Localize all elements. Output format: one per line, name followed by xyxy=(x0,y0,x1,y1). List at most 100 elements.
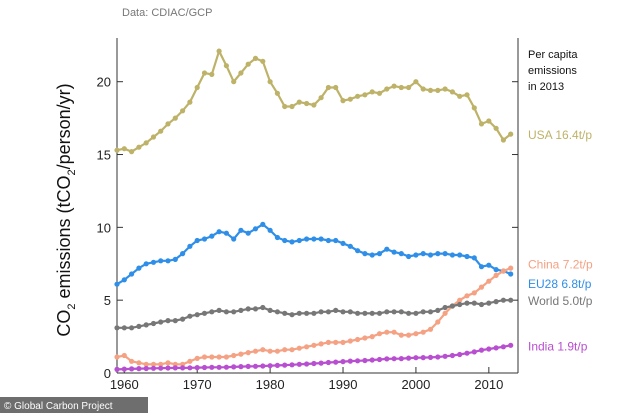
data-point-eu28 xyxy=(158,258,164,264)
data-point-usa xyxy=(435,87,441,93)
data-point-china xyxy=(347,338,353,344)
data-point-world xyxy=(369,310,375,316)
data-point-china xyxy=(282,347,288,353)
chart-axes xyxy=(116,38,519,374)
data-point-world xyxy=(223,309,229,315)
data-point-india xyxy=(442,353,448,359)
data-point-eu28 xyxy=(376,251,383,257)
data-point-india xyxy=(406,355,412,361)
data-point-world xyxy=(355,310,361,316)
data-point-world xyxy=(150,320,157,327)
data-point-world xyxy=(274,309,280,315)
data-point-world xyxy=(296,310,302,316)
data-point-eu28 xyxy=(231,236,237,242)
data-point-india xyxy=(500,344,506,350)
data-point-usa xyxy=(209,71,215,77)
data-point-eu28 xyxy=(435,251,441,257)
data-point-world xyxy=(340,309,346,315)
data-point-india xyxy=(311,360,317,367)
data-point-eu28 xyxy=(333,237,339,244)
x-tick-label: 1990 xyxy=(329,377,358,392)
data-point-china xyxy=(413,331,419,337)
data-point-eu28 xyxy=(304,236,310,242)
data-point-usa xyxy=(376,90,383,96)
x-tick-label: 1980 xyxy=(256,377,285,392)
data-point-india xyxy=(267,363,273,369)
data-point-usa xyxy=(231,79,237,85)
data-point-india xyxy=(333,359,339,365)
data-point-usa xyxy=(478,121,485,127)
data-point-india xyxy=(398,356,404,362)
data-point-eu28 xyxy=(325,237,331,244)
data-point-world xyxy=(165,318,171,324)
data-point-world xyxy=(347,309,353,315)
data-point-usa xyxy=(347,96,353,102)
data-point-india xyxy=(121,366,127,372)
data-point-usa xyxy=(369,89,375,95)
data-point-china xyxy=(194,355,200,361)
data-point-world xyxy=(282,310,288,316)
data-point-china xyxy=(427,326,434,332)
data-point-world xyxy=(406,310,412,316)
data-point-world xyxy=(333,307,339,313)
data-point-usa xyxy=(129,149,135,155)
data-point-china xyxy=(187,358,193,364)
data-point-world xyxy=(471,300,477,306)
data-point-usa xyxy=(187,99,193,105)
y-tick-label: 20 xyxy=(97,75,111,90)
data-point-eu28 xyxy=(508,271,514,277)
data-point-world xyxy=(289,312,295,318)
data-point-eu28 xyxy=(493,267,499,273)
data-point-india xyxy=(376,356,383,363)
data-point-india xyxy=(209,364,215,370)
data-point-world xyxy=(311,310,317,316)
data-point-world xyxy=(318,309,324,315)
data-point-usa xyxy=(384,86,390,92)
data-point-usa xyxy=(449,89,455,95)
data-point-world xyxy=(325,309,331,315)
data-point-eu28 xyxy=(129,271,135,277)
data-point-india xyxy=(114,366,120,372)
data-point-usa xyxy=(340,98,346,104)
annotation-line-2: emissions xyxy=(528,65,577,77)
data-point-world xyxy=(493,299,499,305)
data-point-usa xyxy=(296,99,302,105)
data-point-usa xyxy=(121,146,127,152)
data-point-world xyxy=(143,322,149,328)
data-point-india xyxy=(478,347,485,353)
data-point-world xyxy=(478,301,485,308)
data-point-eu28 xyxy=(187,243,193,249)
data-point-india xyxy=(362,357,368,364)
data-point-china xyxy=(457,297,463,303)
data-point-world xyxy=(376,310,383,316)
data-point-eu28 xyxy=(209,233,215,239)
data-point-china xyxy=(245,350,251,356)
data-point-india xyxy=(282,362,288,368)
data-point-china xyxy=(304,344,310,350)
data-point-world xyxy=(216,307,222,313)
data-point-world xyxy=(500,297,506,303)
data-point-world xyxy=(464,300,470,306)
data-point-usa xyxy=(442,86,448,92)
data-point-india xyxy=(464,350,470,356)
data-point-usa xyxy=(238,70,244,76)
data-point-china xyxy=(406,332,412,338)
data-point-world xyxy=(194,312,200,318)
data-point-usa xyxy=(311,102,317,108)
data-point-usa xyxy=(500,137,506,143)
data-point-world xyxy=(114,325,120,331)
data-point-china xyxy=(486,278,492,284)
data-point-world xyxy=(384,309,390,315)
y-tick-label: 15 xyxy=(97,148,111,163)
data-point-india xyxy=(150,365,157,371)
data-point-usa xyxy=(406,84,412,91)
data-point-eu28 xyxy=(391,249,397,255)
data-point-world xyxy=(238,307,244,313)
data-point-usa xyxy=(223,63,229,69)
data-point-eu28 xyxy=(464,253,470,260)
data-point-usa xyxy=(201,70,208,76)
data-point-usa xyxy=(486,118,492,124)
data-point-eu28 xyxy=(384,246,390,252)
data-point-eu28 xyxy=(406,253,412,260)
data-point-world xyxy=(260,304,266,311)
